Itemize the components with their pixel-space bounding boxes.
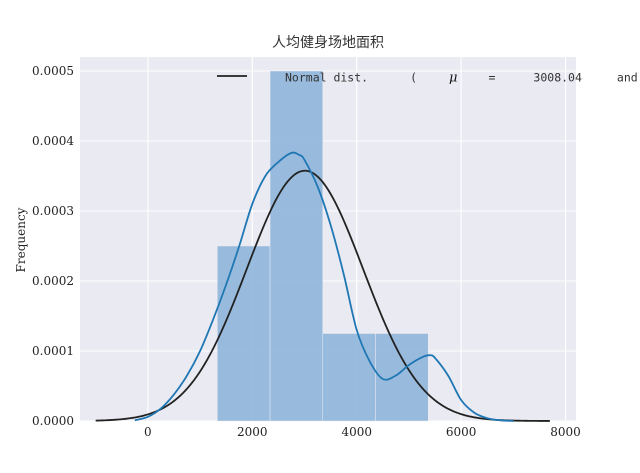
x-tick-label-0: 0 bbox=[144, 425, 152, 439]
histogram-bar-1 bbox=[269, 70, 324, 422]
y-tick-label-2: 0.0002 bbox=[32, 274, 74, 288]
histogram-bars bbox=[217, 70, 429, 422]
legend-mu-equals: = bbox=[488, 71, 495, 85]
y-tick-label-1: 0.0001 bbox=[32, 344, 74, 358]
histogram-bar-0 bbox=[217, 245, 271, 422]
y-tick-label-4: 0.0004 bbox=[32, 134, 74, 148]
y-axis-ticks: 0.0000 0.0001 0.0002 0.0003 0.0004 0.0005 bbox=[32, 64, 74, 428]
histogram-bar-3 bbox=[375, 333, 429, 422]
legend-prefix: Normal dist. bbox=[285, 71, 368, 85]
grid-lines bbox=[80, 57, 576, 422]
legend: Normal dist. ( μ = 3008.04 and σ = 1115.… bbox=[217, 69, 640, 86]
legend-and: and bbox=[617, 71, 638, 85]
x-tick-label-4: 8000 bbox=[550, 425, 581, 439]
legend-label: Normal dist. ( μ = 3008.04 and σ = 1115.… bbox=[257, 69, 640, 86]
normal-dist-line bbox=[95, 169, 550, 422]
y-tick-label-0: 0.0000 bbox=[32, 414, 74, 428]
legend-mu-symbol: μ bbox=[449, 71, 457, 86]
histogram-bar-2 bbox=[322, 333, 376, 422]
density-lines bbox=[95, 151, 550, 422]
kde-line bbox=[134, 151, 514, 422]
x-axis-ticks: 0 2000 4000 6000 8000 bbox=[144, 425, 581, 439]
legend-open-paren: ( bbox=[410, 71, 417, 85]
x-tick-label-1: 2000 bbox=[237, 425, 268, 439]
y-axis-label: Frequency bbox=[14, 207, 28, 272]
chart-title: 人均健身场地面积 bbox=[272, 35, 384, 51]
y-tick-label-3: 0.0003 bbox=[32, 204, 74, 218]
y-tick-label-5: 0.0005 bbox=[32, 64, 74, 78]
x-tick-label-2: 4000 bbox=[341, 425, 372, 439]
x-tick-label-3: 6000 bbox=[446, 425, 477, 439]
legend-mu-value: 3008.04 bbox=[533, 71, 582, 85]
